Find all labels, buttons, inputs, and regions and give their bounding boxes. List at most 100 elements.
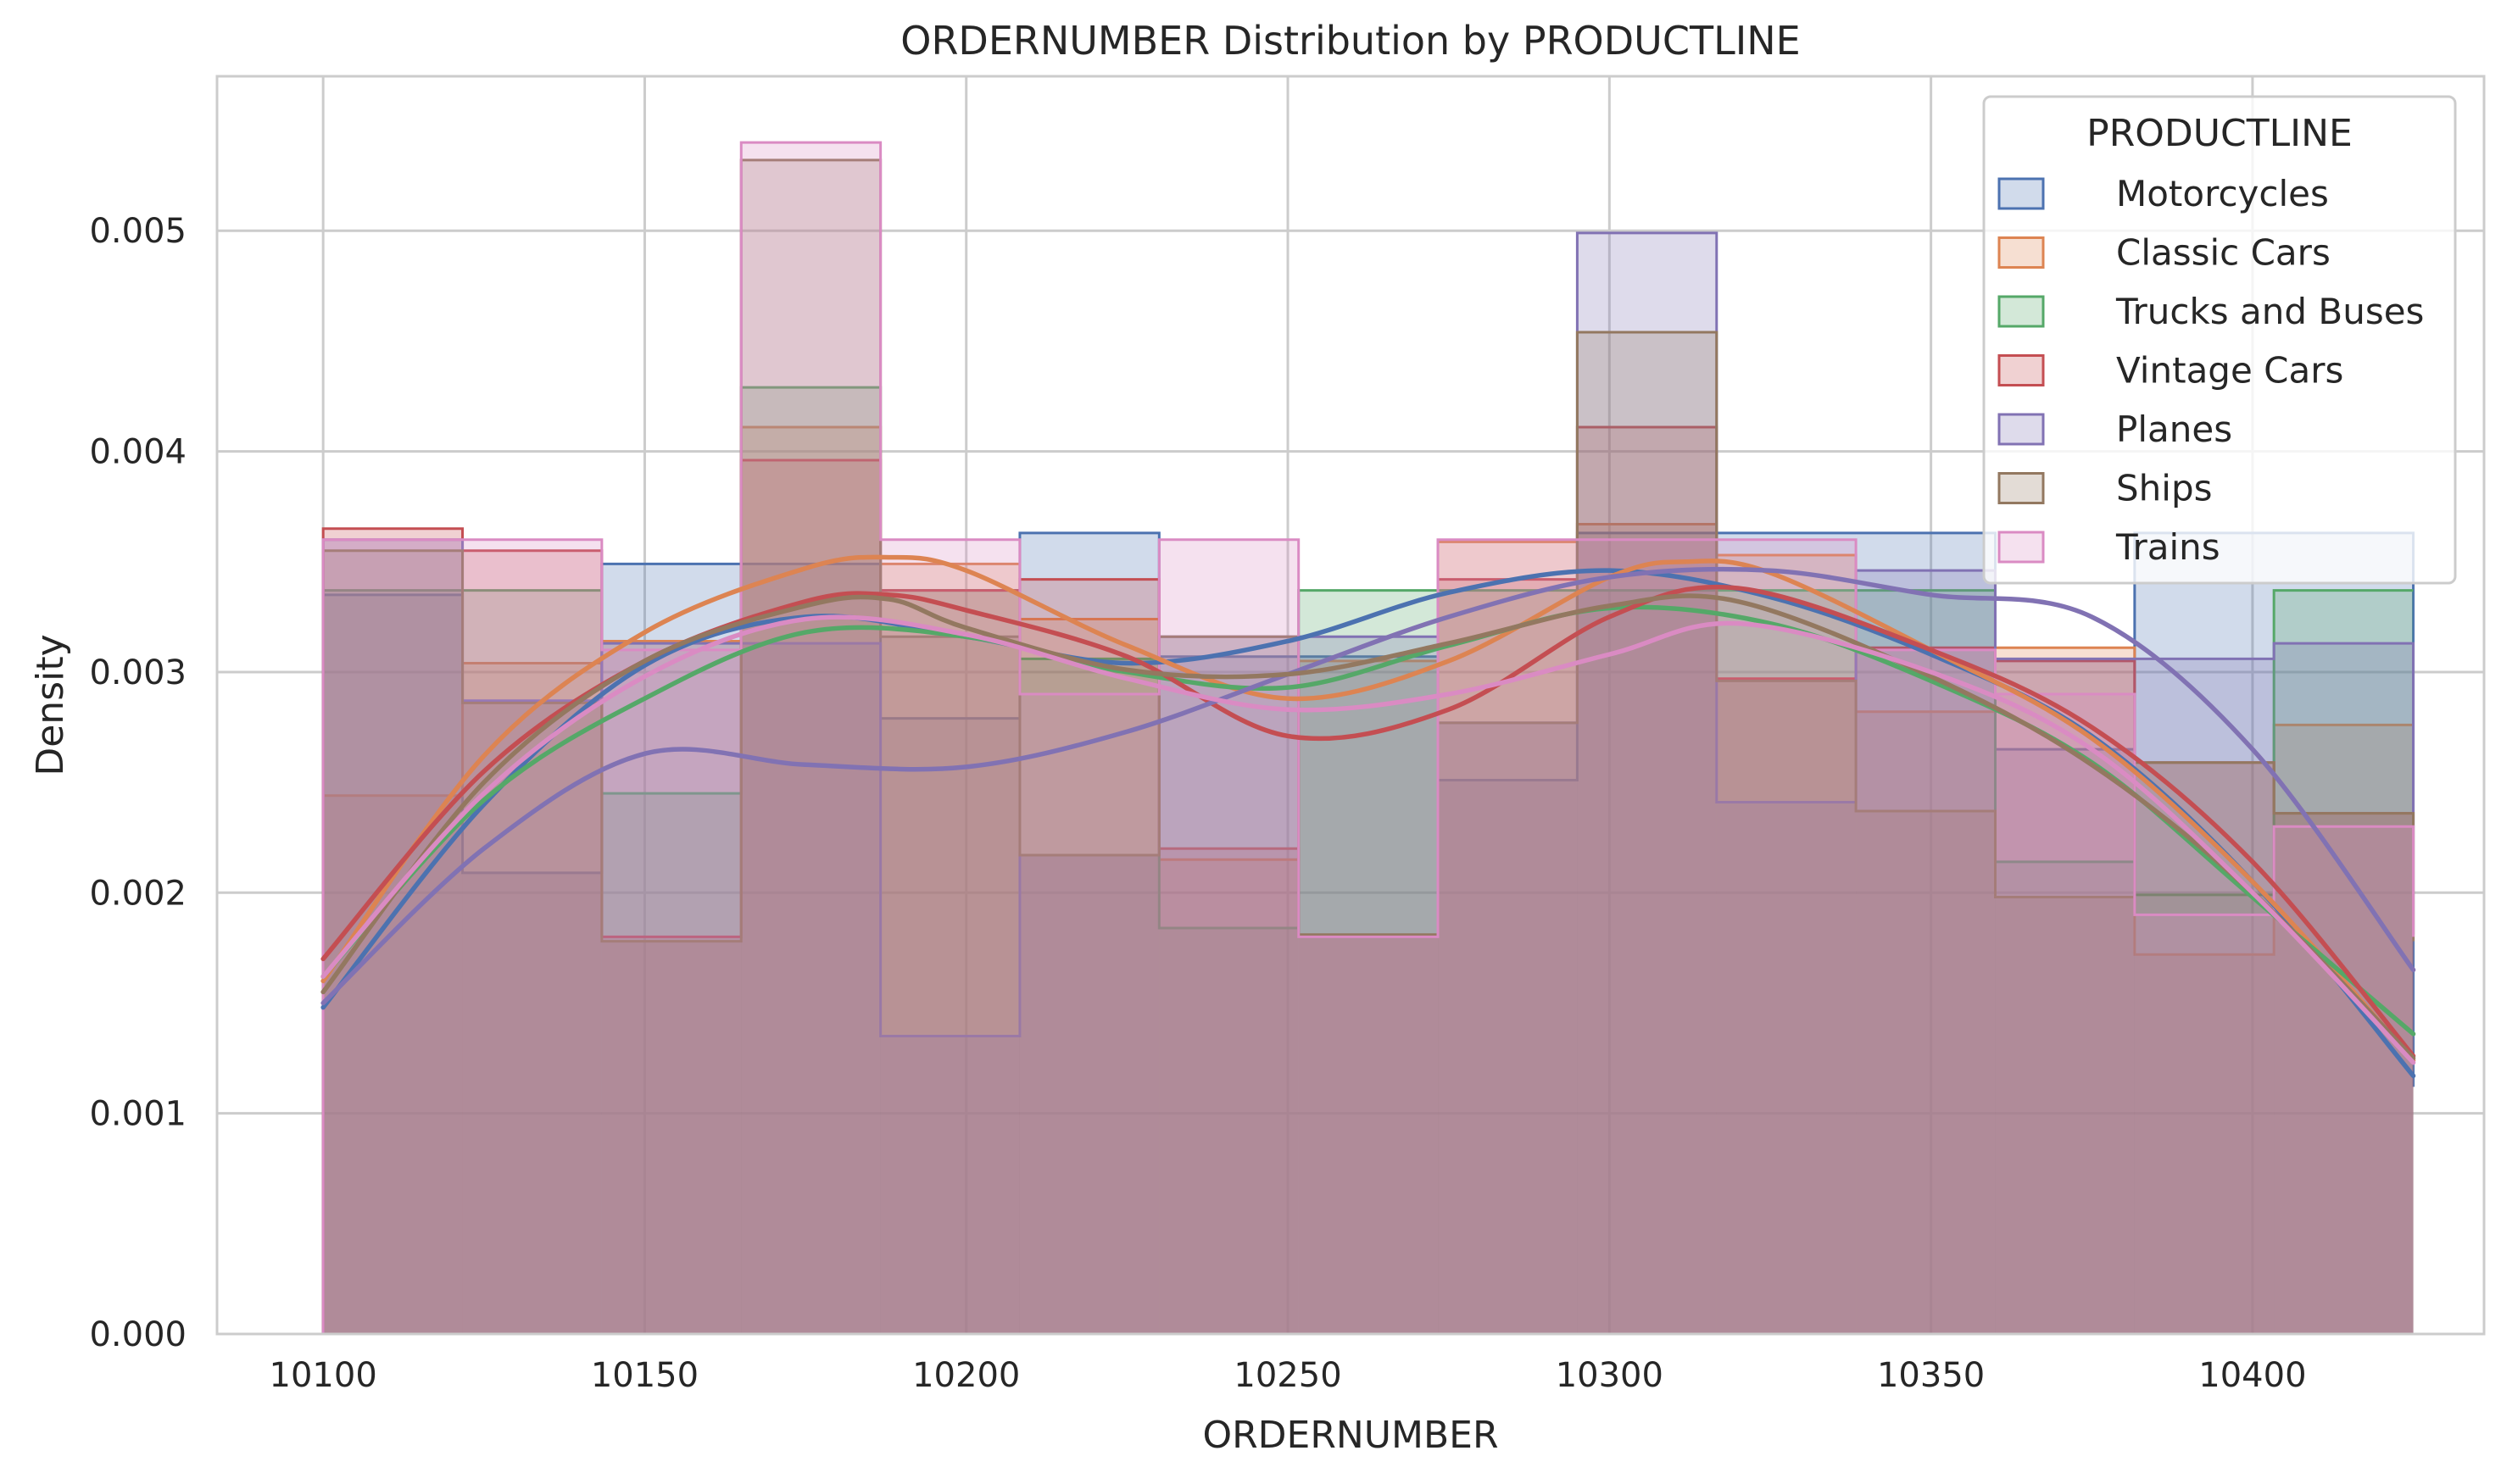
y-tick-label: 0.004 <box>89 433 187 472</box>
histogram-bar <box>601 564 742 1334</box>
kde-curves <box>320 554 2416 1079</box>
histogram-bar <box>462 700 602 1334</box>
histogram-bar <box>880 590 1020 1334</box>
histogram-bar <box>462 703 602 1334</box>
legend-label: Trucks and Buses <box>2115 291 2424 332</box>
histogram-bar <box>880 1036 1020 1334</box>
histogram-bar <box>462 663 602 1334</box>
histogram-series <box>321 141 2415 1335</box>
histogram-bar <box>880 590 1020 1334</box>
legend-label: Motorcycles <box>2116 173 2329 214</box>
histogram-bar <box>741 142 881 1335</box>
histogram-bar <box>1856 810 1996 1334</box>
x-tick-label: 10400 <box>2198 1356 2306 1395</box>
histogram-bar <box>1019 855 1160 1334</box>
legend-label: Trains <box>2115 526 2220 568</box>
histogram-bar <box>1995 861 2135 1334</box>
histogram-bar <box>1298 937 1439 1334</box>
histogram-bar <box>1716 802 1857 1334</box>
histogram-bar <box>1438 722 1578 1334</box>
histogram-bar <box>1298 937 1439 1334</box>
x-tick-label: 10350 <box>1877 1356 1985 1395</box>
histogram-bar <box>1856 711 1996 1334</box>
histogram-bar <box>1159 927 1299 1334</box>
legend-swatch <box>1997 354 2045 386</box>
x-axis-title: ORDERNUMBER <box>1202 1414 1498 1457</box>
histogram-bar <box>2274 813 2414 1334</box>
histogram-bar <box>2274 826 2414 1334</box>
histogram-bar <box>1577 539 1717 1334</box>
legend-box <box>1982 95 2457 585</box>
histogram-series <box>321 531 2415 1334</box>
histogram-bar <box>462 539 602 1334</box>
histogram-bar <box>323 539 463 1334</box>
legend-label: Vintage Cars <box>2116 350 2343 392</box>
histogram-bar <box>880 636 1020 1334</box>
y-tick-label: 0.003 <box>89 653 187 692</box>
legend-label: Classic Cars <box>2116 232 2331 274</box>
kde-line <box>320 614 2416 1065</box>
x-tick-label: 10150 <box>591 1356 699 1395</box>
histogram-bar <box>2134 954 2275 1334</box>
histogram-bar <box>1438 542 1578 1334</box>
histogram-bar <box>1716 590 1857 1334</box>
histogram-bar <box>1298 656 1439 1334</box>
histogram-bar <box>1995 693 2135 1334</box>
histogram-step-outline <box>321 158 2415 1334</box>
histogram-bar <box>1716 681 1857 1334</box>
histogram-bar <box>1716 678 1857 1334</box>
histogram-bar <box>741 387 881 1334</box>
histogram-bar <box>1019 693 1160 1334</box>
kde-line <box>320 566 2416 1006</box>
histogram-bar <box>1856 590 1996 1334</box>
histogram-series <box>321 386 2414 1334</box>
x-tick-label: 10250 <box>1234 1356 1341 1395</box>
histogram-bar <box>1159 539 1299 1334</box>
y-axis-ticks: 0.000 0.001 0.002 0.003 0.004 0.005 <box>89 212 187 1354</box>
kde-line <box>320 554 2416 1063</box>
histogram-bar <box>1019 579 1160 1334</box>
histogram-bar <box>2274 813 2414 1334</box>
histogram-bar <box>2134 894 2275 1334</box>
histogram-bar <box>880 718 1020 1334</box>
histogram-step-outline <box>321 386 2414 1334</box>
legend-label: Planes <box>2116 409 2232 450</box>
x-tick-label: 10100 <box>270 1356 377 1395</box>
histogram-bar <box>1716 539 1857 1334</box>
x-axis-ticks: 10100 10150 10200 10250 10300 10350 10400 <box>270 1356 2307 1395</box>
histogram-bar <box>1159 636 1299 1334</box>
histogram-bar <box>1438 590 1578 1334</box>
histogram-series <box>321 158 2415 1334</box>
histogram-bar <box>1856 649 1996 1334</box>
histogram-bar <box>601 941 742 1334</box>
y-tick-label: 0.001 <box>89 1095 187 1134</box>
chart-title: ORDERNUMBER Distribution by PRODUCTLINE <box>900 18 1801 64</box>
legend-label: Ships <box>2116 468 2213 509</box>
histogram-bar <box>1995 897 2135 1334</box>
y-tick-label: 0.005 <box>89 212 187 251</box>
histogram-bar <box>741 159 881 1334</box>
histogram-bar <box>1019 659 1160 1334</box>
histogram-bar <box>601 649 742 1334</box>
histogram-bar <box>1716 554 1857 1334</box>
histogram-bar <box>323 594 463 1334</box>
histogram-bar <box>1159 656 1299 1334</box>
histogram-bars <box>321 141 2415 1335</box>
histogram-series <box>321 231 2415 1334</box>
x-tick-label: 10300 <box>1556 1356 1663 1395</box>
histogram-bar <box>462 872 602 1334</box>
histogram-bar <box>1995 660 2135 1334</box>
histogram-bar <box>1159 859 1299 1334</box>
histogram-bar <box>1019 619 1160 1334</box>
y-tick-label: 0.000 <box>89 1315 187 1354</box>
legend-swatch <box>1997 531 2045 564</box>
histogram-bar <box>2134 532 2275 1334</box>
plot-frame <box>215 75 2486 1336</box>
legend-swatch <box>1997 413 2045 446</box>
histogram-bar <box>1159 636 1299 1334</box>
histogram-bar <box>2134 914 2275 1334</box>
histogram-bar <box>601 641 742 1334</box>
histogram-bar <box>601 793 742 1334</box>
legend-swatch <box>1997 472 2045 504</box>
